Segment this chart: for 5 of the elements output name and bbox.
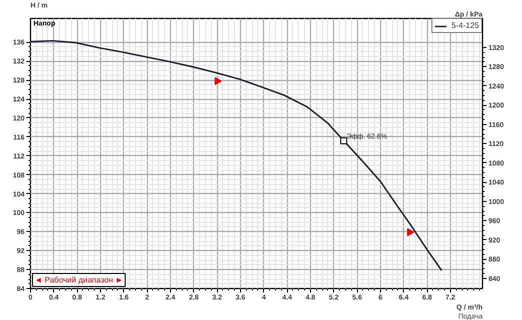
- line-series: [30, 40, 442, 272]
- point: [407, 228, 414, 236]
- point: [214, 77, 222, 86]
- legend-label: 5-4-125: [451, 21, 479, 30]
- annotation: ◄ Рабочий диапазон ►: [34, 276, 124, 284]
